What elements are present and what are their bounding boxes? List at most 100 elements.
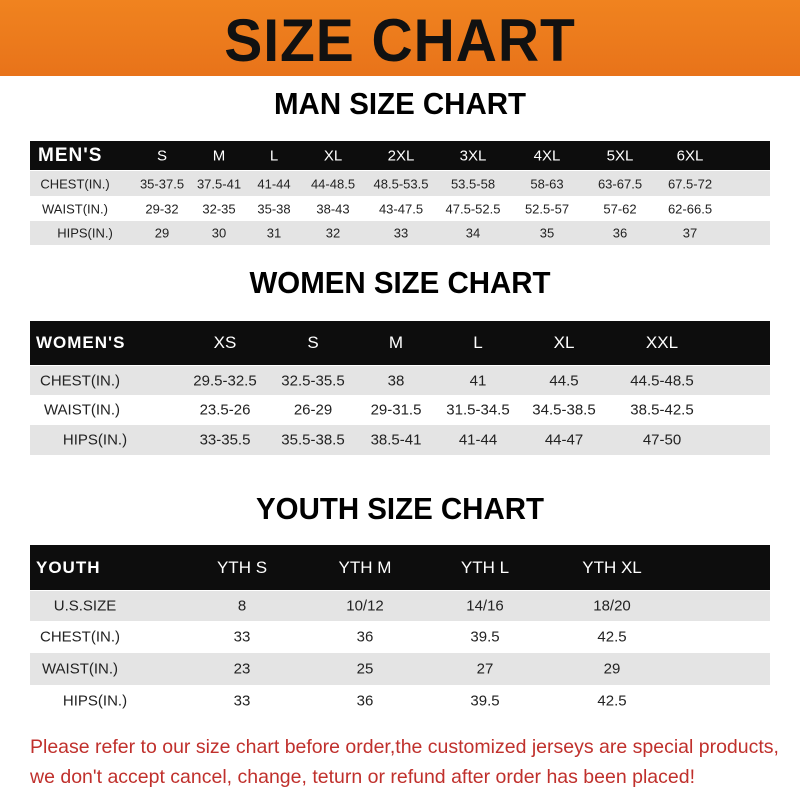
measurement-value: 29 bbox=[603, 660, 621, 678]
women-section-title: WOMEN SIZE CHART bbox=[249, 265, 551, 300]
measurement-value: 33 bbox=[233, 692, 251, 710]
size-header-cell: S bbox=[156, 147, 168, 164]
measurement-value: 34.5-38.5 bbox=[532, 401, 596, 419]
table-row: CHEST(IN.) 35-37.5 37.5-41 41-44 44-48.5 48.5… bbox=[30, 171, 770, 196]
measurement-value: 36 bbox=[356, 628, 374, 646]
measurement-value: 44-47 bbox=[544, 431, 584, 449]
measurement-value: 29 bbox=[154, 225, 170, 241]
measurement-label: HIPS(IN.) bbox=[57, 225, 113, 241]
measurement-value: 32-35 bbox=[202, 201, 236, 216]
measurement-label: HIPS(IN.) bbox=[62, 692, 128, 710]
measurement-value: 41-44 bbox=[458, 431, 498, 449]
measurement-value: 42.5 bbox=[597, 628, 627, 646]
table-header-row: YOUTH YTH S YTH M YTH L YTH XL bbox=[30, 545, 770, 590]
measurement-value: 23 bbox=[233, 660, 251, 678]
size-header-cell: 6XL bbox=[676, 147, 704, 164]
measurement-label: U.S.SIZE bbox=[53, 597, 117, 615]
measurement-value: 42.5 bbox=[597, 692, 627, 710]
size-header-cell: YTH M bbox=[338, 557, 392, 577]
measurement-label: WAIST(IN.) bbox=[42, 201, 108, 216]
measurement-value: 47.5-52.5 bbox=[445, 201, 501, 216]
table-row: CHEST(IN.) 29.5-32.5 32.5-35.5 38 41 44.5 44.5… bbox=[30, 366, 770, 395]
size-header-cell: S bbox=[307, 333, 319, 352]
measurement-value: 18/20 bbox=[593, 597, 631, 615]
table-row: WAIST(IN.) 23 25 27 29 bbox=[30, 653, 770, 685]
measurement-value: 38.5-42.5 bbox=[630, 401, 694, 419]
measurement-value: 43-47.5 bbox=[378, 201, 424, 216]
table-row: CHEST(IN.) 33 36 39.5 42.5 bbox=[30, 621, 770, 653]
measurement-value: 41 bbox=[469, 372, 487, 389]
measurement-value: 32.5-35.5 bbox=[281, 372, 345, 389]
order-notice: Please refer to our size chart before or… bbox=[30, 732, 790, 792]
size-header-cell: XL bbox=[553, 333, 575, 352]
measurement-value: 38 bbox=[387, 372, 405, 389]
measurement-value: 39.5 bbox=[470, 628, 500, 646]
size-header-cell: 4XL bbox=[533, 147, 561, 164]
measurement-value: 32 bbox=[325, 225, 341, 241]
measurement-value: 41-44 bbox=[257, 176, 291, 191]
measurement-value: 53.5-58 bbox=[450, 176, 496, 191]
measurement-value: 10/12 bbox=[346, 597, 384, 615]
measurement-value: 67.5-72 bbox=[667, 176, 713, 191]
measurement-value: 31 bbox=[266, 225, 282, 241]
measurement-value: 26-29 bbox=[293, 401, 333, 419]
table-row: HIPS(IN.) 33 36 39.5 42.5 bbox=[30, 685, 770, 717]
table-row: WAIST(IN.) 23.5-26 26-29 29-31.5 31.5-34.5 34… bbox=[30, 395, 770, 425]
measurement-value: 57-62 bbox=[603, 201, 637, 216]
size-header-cell: XXL bbox=[645, 333, 679, 352]
measurement-label: CHEST(IN.) bbox=[40, 176, 110, 191]
size-header-cell: YTH XL bbox=[582, 557, 642, 577]
measurement-value: 38.5-41 bbox=[370, 431, 422, 449]
notice-line: we don't accept cancel, change, teturn o… bbox=[30, 766, 695, 788]
measurement-value: 27 bbox=[476, 660, 494, 678]
size-header-cell: M bbox=[388, 333, 404, 352]
measurement-value: 36 bbox=[356, 692, 374, 710]
size-header-cell: M bbox=[212, 147, 226, 164]
measurement-value: 29-31.5 bbox=[370, 401, 422, 419]
measurement-value: 8 bbox=[237, 597, 247, 615]
measurement-value: 36 bbox=[612, 225, 628, 241]
youth-section-title: YOUTH SIZE CHART bbox=[256, 491, 544, 526]
measurement-value: 35-37.5 bbox=[139, 176, 185, 191]
measurement-value: 33 bbox=[233, 628, 251, 646]
measurement-value: 52.5-57 bbox=[524, 201, 570, 216]
measurement-value: 39.5 bbox=[470, 692, 500, 710]
measurement-value: 23.5-26 bbox=[199, 401, 251, 419]
table-row: HIPS(IN.) 33-35.5 35.5-38.5 38.5-41 41-44 44-… bbox=[30, 425, 770, 455]
size-header-cell: 5XL bbox=[606, 147, 634, 164]
measurement-value: 29-32 bbox=[145, 201, 179, 216]
measurement-value: 37.5-41 bbox=[196, 176, 242, 191]
size-header-cell: 2XL bbox=[387, 147, 415, 164]
size-header-cell: XS bbox=[213, 333, 237, 352]
measurement-label: WAIST(IN.) bbox=[43, 401, 121, 419]
size-header-cell: XL bbox=[323, 147, 343, 164]
men-section-title: MAN SIZE CHART bbox=[274, 86, 526, 121]
measurement-value: 14/16 bbox=[466, 597, 504, 615]
size-header-cell: 3XL bbox=[459, 147, 487, 164]
measurement-value: 44-48.5 bbox=[310, 176, 356, 191]
measurement-value: 38-43 bbox=[316, 201, 350, 216]
measurement-value: 33 bbox=[393, 225, 409, 241]
measurement-value: 58-63 bbox=[530, 176, 564, 191]
measurement-value: 44.5 bbox=[549, 372, 579, 389]
measurement-value: 33-35.5 bbox=[199, 431, 251, 449]
table-row: WAIST(IN.) 29-32 32-35 35-38 38-43 43-47.5 47.… bbox=[30, 196, 770, 221]
size-header-cell: YTH S bbox=[216, 557, 268, 577]
table-title-cell: YOUTH bbox=[36, 557, 101, 577]
size-header-cell: L bbox=[269, 147, 279, 164]
measurement-label: CHEST(IN.) bbox=[40, 628, 120, 646]
measurement-value: 63-67.5 bbox=[597, 176, 643, 191]
measurement-value: 25 bbox=[356, 660, 374, 678]
measurement-value: 62-66.5 bbox=[667, 201, 713, 216]
measurement-value: 35 bbox=[539, 225, 555, 241]
measurement-value: 48.5-53.5 bbox=[373, 176, 429, 191]
table-title-cell: MEN'S bbox=[38, 144, 103, 166]
measurement-label: CHEST(IN.) bbox=[40, 372, 120, 389]
measurement-label: WAIST(IN.) bbox=[41, 660, 119, 678]
table-row: U.S.SIZE 8 10/12 14/16 18/20 bbox=[30, 591, 770, 621]
table-header-row: MEN'S S M L XL 2XL 3XL 4XL 5XL 6XL bbox=[30, 141, 770, 170]
measurement-value: 47-50 bbox=[642, 431, 682, 449]
notice-line: Please refer to our size chart before or… bbox=[30, 736, 779, 758]
measurement-value: 29.5-32.5 bbox=[193, 372, 257, 389]
table-row: HIPS(IN.) 29 30 31 32 33 34 35 36 37 bbox=[30, 221, 770, 245]
